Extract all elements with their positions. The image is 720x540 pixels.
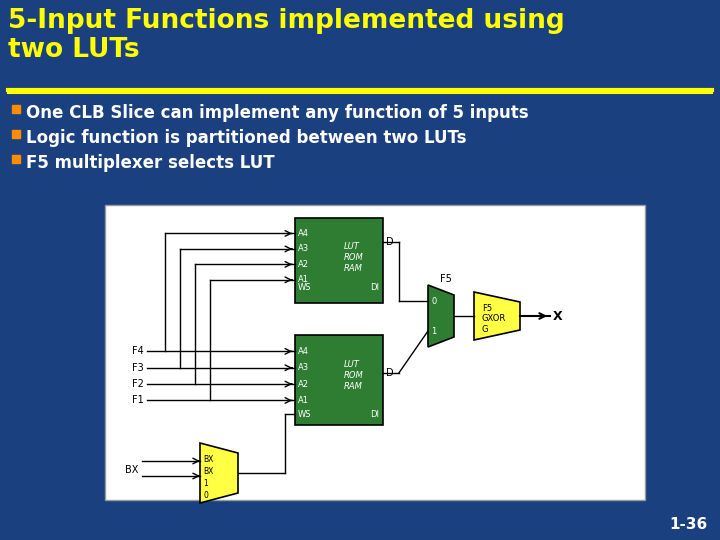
- Text: A2: A2: [298, 260, 309, 269]
- Bar: [105, 205, 645, 500]
- Text: BX: BX: [203, 467, 213, 476]
- Text: D: D: [386, 368, 394, 378]
- Text: A1: A1: [298, 275, 309, 285]
- Text: A4: A4: [298, 347, 309, 356]
- Text: 0: 0: [203, 491, 208, 500]
- Text: D: D: [386, 237, 394, 247]
- Polygon shape: [428, 285, 454, 347]
- Text: Logic function is partitioned between two LUTs: Logic function is partitioned between tw…: [26, 129, 467, 147]
- Bar: [295, 218, 383, 303]
- Text: F4: F4: [132, 346, 144, 356]
- Text: LUT: LUT: [343, 242, 359, 251]
- Text: 5-Input Functions implemented using
two LUTs: 5-Input Functions implemented using two …: [8, 8, 564, 63]
- Text: ROM: ROM: [343, 253, 363, 262]
- Text: F1: F1: [132, 395, 144, 406]
- Text: A3: A3: [298, 245, 309, 253]
- Text: One CLB Slice can implement any function of 5 inputs: One CLB Slice can implement any function…: [26, 104, 528, 122]
- Text: A4: A4: [298, 229, 309, 238]
- Polygon shape: [200, 443, 238, 503]
- Text: WS: WS: [298, 410, 312, 418]
- Text: A2: A2: [298, 380, 309, 389]
- Text: F3: F3: [132, 363, 144, 373]
- Text: GXOR: GXOR: [482, 314, 506, 323]
- Text: WS: WS: [298, 283, 312, 292]
- Text: LUT: LUT: [343, 360, 359, 369]
- Text: DI: DI: [370, 410, 379, 418]
- Text: F5: F5: [440, 274, 452, 284]
- Text: RAM: RAM: [343, 264, 362, 273]
- Text: 0: 0: [431, 296, 436, 306]
- Text: 1: 1: [203, 479, 208, 488]
- Text: BX: BX: [203, 455, 213, 464]
- Text: 1: 1: [431, 327, 436, 335]
- Text: F5 multiplexer selects LUT: F5 multiplexer selects LUT: [26, 154, 274, 172]
- Bar: [295, 335, 383, 425]
- Bar: [12, 155, 20, 163]
- Text: DI: DI: [370, 283, 379, 292]
- Text: 1-36: 1-36: [670, 517, 708, 532]
- Polygon shape: [474, 292, 520, 340]
- Text: X: X: [553, 309, 562, 322]
- Bar: [12, 105, 20, 113]
- Text: BX: BX: [125, 465, 138, 475]
- Text: F2: F2: [132, 379, 144, 389]
- Text: F5: F5: [482, 304, 492, 313]
- Text: ROM: ROM: [343, 371, 363, 380]
- Text: A3: A3: [298, 363, 309, 372]
- Bar: [12, 130, 20, 138]
- Text: G: G: [482, 325, 488, 334]
- Text: RAM: RAM: [343, 382, 362, 391]
- Text: A1: A1: [298, 396, 309, 405]
